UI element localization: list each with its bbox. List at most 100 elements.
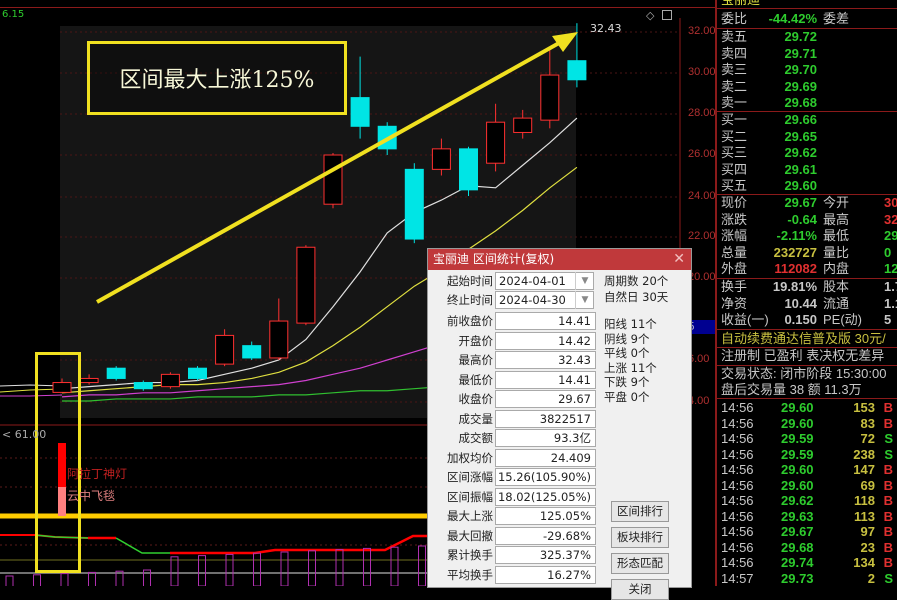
volume-bar — [335, 549, 344, 586]
asks-row: 卖二 29.69 — [721, 78, 817, 94]
stat-field-value[interactable]: 15.26(105.90%) — [495, 468, 596, 486]
after-hours-volume: 盘后交易量 38 额 11.3万 — [721, 382, 862, 397]
stat-field-row: 区间振幅 18.02(125.05%) — [428, 487, 598, 507]
candle-body — [296, 246, 316, 324]
kline-chart[interactable] — [0, 0, 715, 586]
stat-field-row: 成交量 3822517 — [428, 409, 598, 429]
panel-toggle-icon[interactable] — [662, 10, 672, 20]
weibi-row: 委比 -44.42% 委差 — [721, 11, 850, 26]
tick-row: 14:57 29.73 2 S — [721, 570, 893, 586]
stat-field-value[interactable]: 14.41 — [495, 312, 596, 330]
quote-stat-row: 外盘112082内盘120 — [721, 261, 897, 277]
tick-row: 14:56 29.60 153 B — [721, 400, 893, 415]
y-tick-label: 30.00 — [688, 66, 716, 78]
chevron-down-icon[interactable]: ▼ — [575, 291, 594, 309]
stat-field-value[interactable]: 93.3亿 — [495, 429, 596, 447]
volume-bar — [390, 546, 399, 586]
tick-row: 14:56 29.60 83 B — [721, 415, 893, 431]
indicator-label-aladdin: 阿拉丁神灯 — [67, 467, 128, 481]
stat-field-value[interactable]: 24.409 — [495, 448, 596, 467]
candles — [52, 23, 587, 393]
stat-field-value[interactable]: 32.43 — [495, 351, 596, 369]
highlight-box — [35, 352, 81, 573]
asks-row: 卖五 29.72 — [721, 29, 817, 44]
dialog-button-2[interactable]: 形态匹配 — [611, 553, 669, 574]
candle-body — [79, 377, 99, 384]
candle-body — [540, 74, 560, 121]
volume-bar — [5, 575, 14, 586]
stat-field-value[interactable]: 325.37% — [495, 546, 596, 564]
trade-status: 交易状态: 闭市阶段 15:30:00 — [721, 366, 887, 381]
candle — [215, 329, 235, 367]
y-tick-label: 6.00 — [688, 353, 710, 365]
volume-bar — [170, 556, 179, 586]
candle — [540, 48, 560, 129]
candle — [513, 109, 533, 139]
candle — [323, 152, 343, 209]
bids-row: 买三 29.62 — [721, 145, 817, 161]
dialog-button-0[interactable]: 区间排行 — [611, 501, 669, 522]
candle-body — [106, 367, 126, 379]
stat-field-row: 最大回撤 -29.68% — [428, 526, 598, 546]
candle-body — [513, 117, 533, 133]
stat-field-value[interactable]: 14.42 — [495, 331, 596, 350]
close-icon[interactable]: ✕ — [673, 251, 685, 267]
stat-field-row: 收盘价 29.67 — [428, 389, 598, 409]
bids-row: 买二 29.65 — [721, 128, 817, 144]
stat-field-row: 加权均价 24.409 — [428, 448, 598, 468]
volume-bar — [60, 573, 69, 586]
volume-bar — [308, 550, 316, 586]
candle-body — [486, 121, 506, 164]
stat-field-value[interactable]: 14.41 — [495, 370, 596, 389]
quote-panel: 宝丽迪 委比-44.42%委差 卖五29.72卖四29.71卖三29.70卖二2… — [715, 0, 897, 586]
stat-field-value[interactable]: 16.27% — [495, 565, 596, 584]
candle — [350, 56, 370, 139]
candle-body — [188, 367, 207, 379]
volume-bar — [253, 552, 261, 586]
high-price-marker: 32.43 — [590, 22, 622, 35]
diamond-icon[interactable]: ◇ — [646, 9, 655, 22]
volume-bar — [33, 574, 41, 586]
bids-row: 买五 29.60 — [721, 178, 817, 194]
tick-row: 14:56 29.63 113 B — [721, 508, 893, 524]
stat-field-value[interactable]: 29.67 — [495, 390, 596, 408]
volume-bar — [115, 570, 124, 586]
candle — [188, 366, 207, 381]
candle-body — [404, 168, 424, 240]
start-date-row: 起始时间 2024-04-01 ▼ — [428, 271, 598, 291]
volume-bar — [418, 545, 426, 586]
candle-body — [567, 60, 587, 81]
end-date-select[interactable]: 2024-04-30 — [495, 291, 594, 309]
chevron-down-icon[interactable]: ▼ — [575, 272, 594, 290]
tick-row: 14:56 29.68 23 B — [721, 539, 893, 555]
dialog-button-1[interactable]: 板块排行 — [611, 527, 669, 548]
promo-banner[interactable]: 自动续费通达信普及版 30元/ — [721, 331, 886, 346]
tick-row: 14:56 29.62 118 B — [721, 493, 893, 508]
candle — [52, 378, 72, 393]
stat-field-row: 平均换手 16.27% — [428, 565, 598, 585]
candle-body — [215, 334, 235, 365]
stat-field-value[interactable]: 3822517 — [495, 409, 596, 428]
dialog-button-3[interactable]: 关闭 — [611, 579, 669, 600]
stat-field-row: 区间涨幅 15.26(105.90%) — [428, 467, 598, 487]
candle-body — [431, 148, 451, 170]
stat-field-value[interactable]: -29.68% — [495, 526, 596, 545]
stat-field-value[interactable]: 125.05% — [495, 507, 596, 525]
end-date-row: 终止时间 2024-04-30 ▼ — [428, 290, 598, 310]
start-date-select[interactable]: 2024-04-01 — [495, 272, 594, 290]
stat-field-row: 成交额 93.3亿 — [428, 428, 598, 448]
stock-tags: 注册制 已盈利 表决权无差异 — [721, 348, 885, 363]
indicator-label-carpet: 云中飞毯 — [67, 489, 116, 503]
volume-bar — [225, 553, 234, 586]
stat-field-value[interactable]: 18.02(125.05%) — [495, 487, 596, 506]
trend-line-green — [34, 534, 89, 539]
candle — [160, 372, 180, 389]
dialog-title-bar[interactable]: 宝丽迪 区间统计(复权) ✕ — [428, 249, 691, 270]
y-tick-label: 20.00 — [688, 271, 716, 283]
candle — [296, 245, 316, 326]
stock-name: 宝丽迪 — [721, 0, 897, 8]
stat-field-row: 最低价 14.41 — [428, 370, 598, 390]
tick-row: 14:56 29.60 69 B — [721, 477, 893, 493]
candle — [106, 366, 126, 381]
